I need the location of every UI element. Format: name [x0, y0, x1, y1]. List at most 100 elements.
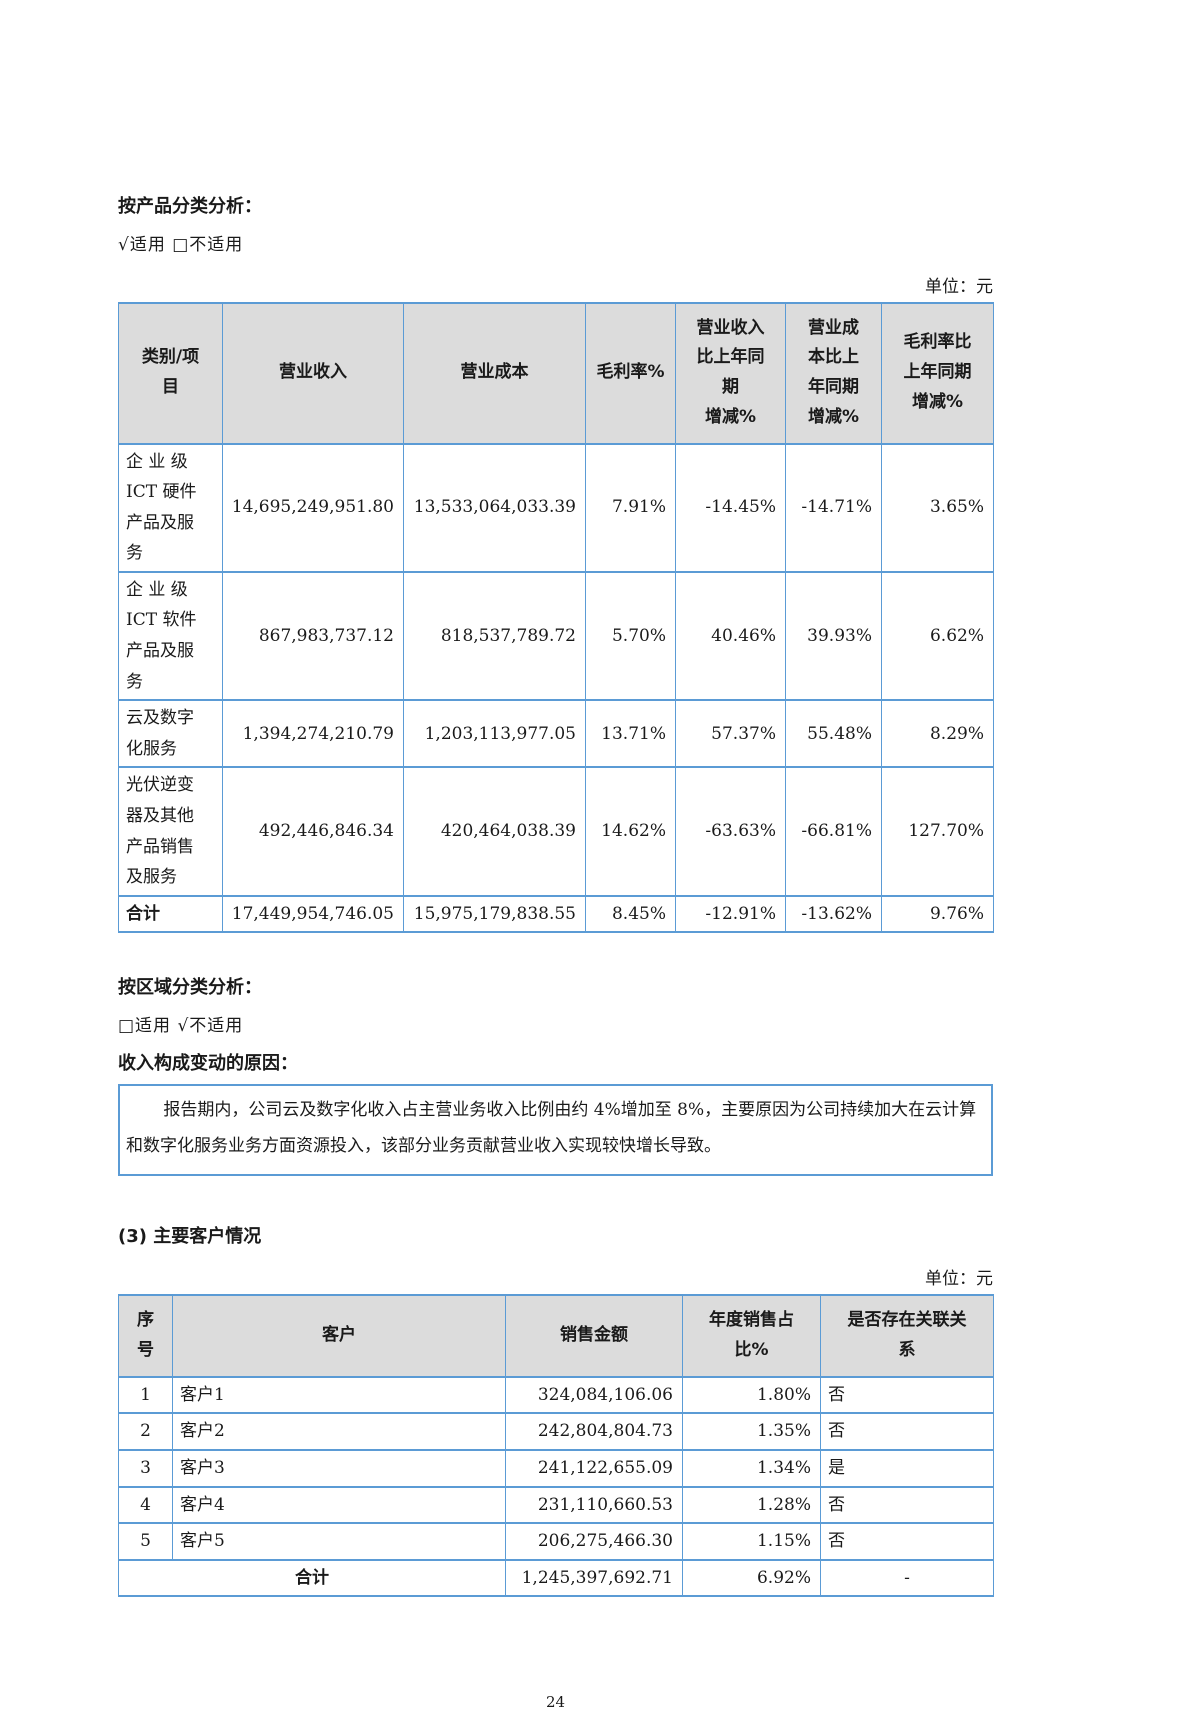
margin-yoy-value: 127.70%: [881, 766, 994, 897]
margin-total: 8.45%: [585, 894, 676, 934]
revenue-value: 1,394,274,210.79: [222, 699, 404, 769]
cost-yoy-value: -14.71%: [785, 442, 882, 573]
product-applicability-line: √适用 □不适用: [118, 234, 244, 255]
margin-yoy-total: 9.76%: [881, 894, 994, 934]
column-header-sales-amount: 销售金额: [505, 1294, 683, 1378]
column-header-revenue: 营业收入: [222, 301, 404, 445]
total-label: 合计: [118, 894, 223, 934]
cost-yoy-total: -13.62%: [785, 894, 882, 934]
related-party-value: 是: [820, 1448, 994, 1488]
related-party-total: -: [820, 1558, 994, 1598]
related-party-value: 否: [820, 1375, 994, 1415]
page-number: 24: [545, 1693, 566, 1712]
column-header-revenue-yoy: 营业收入 比上年同 期 增减%: [675, 301, 786, 445]
column-header-customer: 客户: [172, 1294, 506, 1378]
major-customers-table: 序 号 客户 销售金额 年度销售占 比% 是否存在关联关 系 1 客户1 324…: [118, 1294, 994, 1598]
cost-value: 1,203,113,977.05: [403, 699, 586, 769]
region-section-heading: 按区域分类分析：: [118, 977, 262, 999]
column-header-related-party: 是否存在关联关 系: [820, 1294, 994, 1378]
revenue-yoy-value: -14.45%: [675, 442, 786, 573]
index-value: 4: [118, 1485, 173, 1525]
cost-yoy-value: -66.81%: [785, 766, 882, 897]
revenue-value: 492,446,846.34: [222, 766, 404, 897]
margin-value: 7.91%: [585, 442, 676, 573]
column-header-sales-ratio: 年度销售占 比%: [682, 1294, 821, 1378]
customers-table-header-row: 序 号 客户 销售金额 年度销售占 比% 是否存在关联关 系: [118, 1294, 994, 1378]
related-party-value: 否: [820, 1412, 994, 1451]
customer-row: 5 客户5 206,275,466.30 1.15% 否: [118, 1522, 994, 1561]
cost-total: 15,975,179,838.55: [403, 894, 586, 934]
column-header-margin: 毛利率%: [585, 301, 676, 445]
product-section-heading: 按产品分类分析：: [118, 196, 262, 217]
product-unit-label: 单位：元: [925, 276, 993, 297]
customer-name: 客户1: [172, 1375, 506, 1415]
page-content: 按产品分类分析： √适用 □不适用 单位：元 类别/项 目 营业收入 营业成本 …: [118, 0, 994, 1726]
margin-yoy-value: 3.65%: [881, 442, 994, 573]
customer-name: 客户2: [172, 1412, 506, 1451]
revenue-yoy-value: 57.37%: [675, 699, 786, 769]
column-header-index: 序 号: [118, 1294, 173, 1378]
customer-row: 1 客户1 324,084,106.06 1.80% 否: [118, 1375, 994, 1415]
index-value: 5: [118, 1522, 173, 1561]
category-label: 光伏逆变 器及其他 产品销售 及服务: [118, 766, 223, 897]
sales-ratio-value: 1.28%: [682, 1485, 821, 1525]
revenue-value: 14,695,249,951.80: [222, 442, 404, 573]
revenue-yoy-total: -12.91%: [675, 894, 786, 934]
sales-amount-total: 1,245,397,692.71: [505, 1558, 683, 1598]
category-label: 企 业 级 ICT 软件 产品及服 务: [118, 570, 223, 702]
column-header-cost-yoy: 营业成 本比上 年同期 增减%: [785, 301, 882, 445]
revenue-value: 867,983,737.12: [222, 570, 404, 702]
column-header-cost: 营业成本: [403, 301, 586, 445]
customers-unit-label: 单位：元: [925, 1269, 993, 1290]
sales-amount-value: 324,084,106.06: [505, 1375, 683, 1415]
customer-name: 客户3: [172, 1448, 506, 1488]
margin-yoy-value: 8.29%: [881, 699, 994, 769]
sales-amount-value: 241,122,655.09: [505, 1448, 683, 1488]
margin-value: 13.71%: [585, 699, 676, 769]
cost-yoy-value: 39.93%: [785, 570, 882, 702]
column-header-margin-yoy: 毛利率比 上年同期 增减%: [881, 301, 994, 445]
index-value: 1: [118, 1375, 173, 1415]
sales-amount-value: 231,110,660.53: [505, 1485, 683, 1525]
reason-text-box: 报告期内，公司云及数字化收入占主营业务收入比例由约 4%增加至 8%，主要原因为…: [118, 1084, 993, 1176]
customer-row: 4 客户4 231,110,660.53 1.28% 否: [118, 1485, 994, 1525]
sales-ratio-value: 1.35%: [682, 1412, 821, 1451]
customer-row: 3 客户3 241,122,655.09 1.34% 是: [118, 1448, 994, 1488]
related-party-value: 否: [820, 1485, 994, 1525]
cost-yoy-value: 55.48%: [785, 699, 882, 769]
customers-total-row: 合计 1,245,397,692.71 6.92% -: [118, 1558, 994, 1598]
revenue-total: 17,449,954,746.05: [222, 894, 404, 934]
sales-ratio-value: 1.15%: [682, 1522, 821, 1561]
sales-amount-value: 206,275,466.30: [505, 1522, 683, 1561]
cost-value: 420,464,038.39: [403, 766, 586, 897]
cost-value: 818,537,789.72: [403, 570, 586, 702]
related-party-value: 否: [820, 1522, 994, 1561]
index-value: 3: [118, 1448, 173, 1488]
margin-value: 14.62%: [585, 766, 676, 897]
customers-total-label: 合计: [118, 1558, 506, 1598]
margin-value: 5.70%: [585, 570, 676, 702]
product-table-header-row: 类别/项 目 营业收入 营业成本 毛利率% 营业收入 比上年同 期 增减% 营业…: [118, 301, 994, 445]
index-value: 2: [118, 1412, 173, 1451]
revenue-yoy-value: 40.46%: [675, 570, 786, 702]
column-header-category: 类别/项 目: [118, 301, 223, 445]
table-row-cloud-digital: 云及数字 化服务 1,394,274,210.79 1,203,113,977.…: [118, 699, 994, 769]
customer-name: 客户5: [172, 1522, 506, 1561]
customers-section-heading: (3) 主要客户情况: [118, 1225, 262, 1247]
table-row-pv-inverter: 光伏逆变 器及其他 产品销售 及服务 492,446,846.34 420,46…: [118, 766, 994, 897]
revenue-yoy-value: -63.63%: [675, 766, 786, 897]
table-row-total: 合计 17,449,954,746.05 15,975,179,838.55 8…: [118, 894, 994, 934]
sales-amount-value: 242,804,804.73: [505, 1412, 683, 1451]
reason-heading: 收入构成变动的原因：: [118, 1052, 298, 1074]
sales-ratio-value: 1.34%: [682, 1448, 821, 1488]
category-label: 云及数字 化服务: [118, 699, 223, 769]
category-label: 企 业 级 ICT 硬件 产品及服 务: [118, 442, 223, 573]
table-row-ict-hardware: 企 业 级 ICT 硬件 产品及服 务 14,695,249,951.80 13…: [118, 442, 994, 573]
customer-name: 客户4: [172, 1485, 506, 1525]
cost-value: 13,533,064,033.39: [403, 442, 586, 573]
margin-yoy-value: 6.62%: [881, 570, 994, 702]
sales-ratio-value: 1.80%: [682, 1375, 821, 1415]
customer-row: 2 客户2 242,804,804.73 1.35% 否: [118, 1412, 994, 1451]
product-category-table: 类别/项 目 营业收入 营业成本 毛利率% 营业收入 比上年同 期 增减% 营业…: [118, 301, 994, 934]
region-applicability-line: □适用 √不适用: [118, 1015, 244, 1036]
